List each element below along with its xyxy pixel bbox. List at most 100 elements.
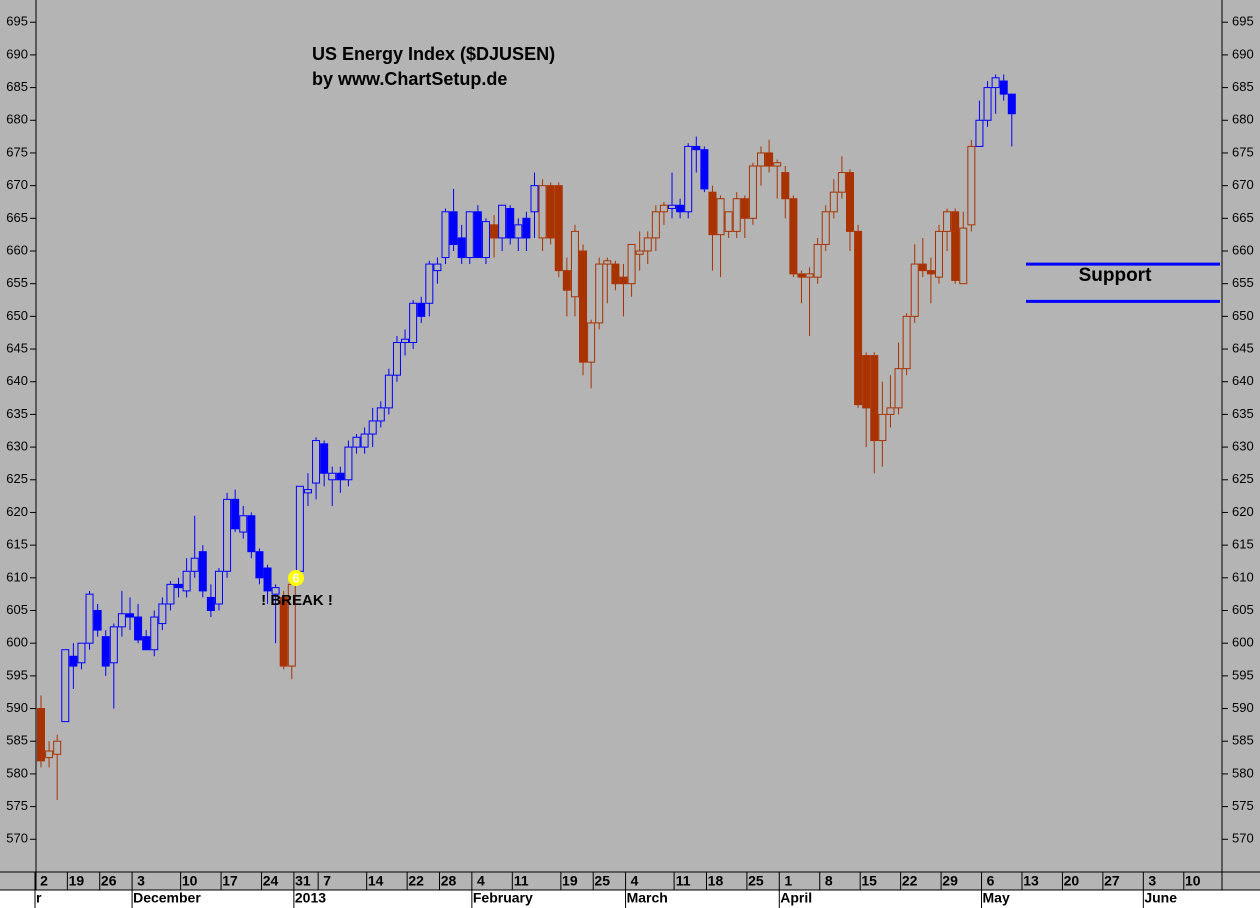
y-tick-label: 600 <box>1232 635 1254 650</box>
candle-body <box>991 77 1000 89</box>
chart-title: US Energy Index ($DJUSEN) <box>312 44 555 64</box>
candle-body <box>231 498 240 530</box>
x-tick-label: 7 <box>323 873 331 889</box>
candle-body <box>789 198 798 275</box>
candle-body <box>651 211 660 239</box>
candle-body <box>320 443 329 474</box>
y-tick-label: 660 <box>6 242 28 257</box>
candle-body <box>239 515 248 533</box>
x-tick-label: 13 <box>1023 873 1039 889</box>
x-tick-label: 6 <box>987 873 995 889</box>
y-tick-label: 665 <box>6 210 28 225</box>
candle-body <box>983 87 992 121</box>
x-tick-label: 1 <box>784 873 792 889</box>
candle-body <box>85 593 94 644</box>
candle-body <box>53 740 62 755</box>
candle-body <box>336 472 345 481</box>
candle-body <box>344 446 353 481</box>
x-tick-label: 22 <box>408 873 424 889</box>
y-tick-label: 580 <box>1232 765 1254 780</box>
candle-body <box>708 191 717 236</box>
candle-body <box>562 270 571 291</box>
candle-body <box>142 636 151 651</box>
y-tick-label: 620 <box>1232 504 1254 519</box>
candle-body <box>182 570 191 592</box>
candle-body <box>271 587 280 595</box>
chart-subtitle: by www.ChartSetup.de <box>312 69 507 89</box>
x-tick-label: 11 <box>676 873 691 889</box>
candle-body <box>409 302 418 344</box>
candle-body <box>223 498 232 572</box>
candle-body <box>255 551 264 579</box>
candle-body <box>878 413 887 442</box>
candle-body <box>837 172 846 193</box>
candle-body <box>999 80 1008 95</box>
x-tick-label: 2 <box>40 873 48 889</box>
y-tick-label: 625 <box>1232 471 1254 486</box>
y-tick-label: 630 <box>6 439 28 454</box>
candle-body <box>158 603 167 625</box>
y-tick-label: 655 <box>1232 275 1254 290</box>
candle-body <box>910 263 919 317</box>
candle-body <box>773 162 782 167</box>
candle-body <box>538 185 547 239</box>
y-tick-label: 680 <box>6 112 28 127</box>
candle-body <box>401 338 410 344</box>
month-label: April <box>780 890 812 906</box>
candle-body <box>166 583 175 605</box>
y-tick-label: 605 <box>1232 602 1254 617</box>
y-tick-label: 615 <box>1232 537 1254 552</box>
candle-body <box>117 613 126 628</box>
y-tick-label: 670 <box>1232 177 1254 192</box>
y-tick-label: 610 <box>6 569 28 584</box>
candle-body <box>619 276 628 285</box>
candle-body <box>1007 93 1016 115</box>
candle-body <box>821 211 830 245</box>
candle-body <box>926 270 935 275</box>
candle-body <box>101 636 110 667</box>
candle-body <box>846 172 854 232</box>
candle-body <box>449 211 458 245</box>
y-tick-label: 585 <box>6 733 28 748</box>
month-label: r <box>36 890 42 906</box>
x-tick-label: 29 <box>942 873 958 889</box>
candle-body <box>69 655 78 667</box>
candle-body <box>247 515 256 553</box>
candle-body <box>37 708 45 762</box>
break-marker-label: 6 <box>292 570 299 585</box>
candle-body <box>522 217 531 239</box>
y-tick-label: 640 <box>1232 373 1254 388</box>
candle-body <box>198 551 207 592</box>
x-tick-label: 24 <box>263 873 279 889</box>
x-tick-label: 19 <box>562 873 578 889</box>
candle-body <box>668 204 677 210</box>
y-tick-label: 695 <box>1232 14 1254 29</box>
x-tick-label: 31 <box>295 873 311 889</box>
y-tick-label: 690 <box>6 46 28 61</box>
month-label: March <box>627 890 668 906</box>
y-tick-label: 695 <box>6 14 28 29</box>
candle-body <box>376 407 385 422</box>
break-marker <box>288 570 304 586</box>
y-tick-label: 625 <box>6 471 28 486</box>
candle-body <box>870 355 879 442</box>
candle-body <box>498 204 507 239</box>
y-tick-label: 650 <box>1232 308 1254 323</box>
candle-body <box>312 440 321 484</box>
candle-body <box>934 230 943 278</box>
month-label: May <box>983 890 1010 906</box>
candle-body <box>716 198 725 236</box>
candle-body <box>635 250 644 255</box>
y-tick-label: 585 <box>1232 733 1254 748</box>
candle-body <box>951 211 960 281</box>
y-tick-label: 615 <box>6 537 28 552</box>
candle-body <box>174 583 183 589</box>
candle-body <box>433 263 442 272</box>
y-tick-label: 590 <box>6 700 28 715</box>
candle-body <box>829 191 838 213</box>
x-tick-label: 25 <box>748 873 764 889</box>
x-tick-label: 27 <box>1104 873 1120 889</box>
y-tick-label: 630 <box>1232 439 1254 454</box>
candle-body <box>368 420 377 435</box>
